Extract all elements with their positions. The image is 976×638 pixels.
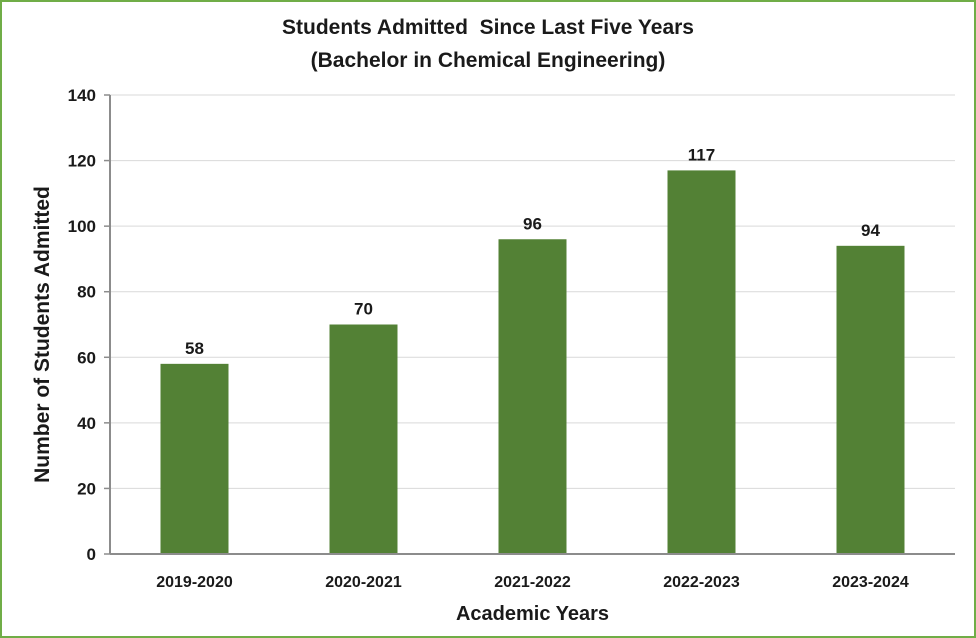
data-labels: 58 70 96 117 94 xyxy=(185,145,880,357)
bar xyxy=(836,245,905,555)
y-tick-label: 120 xyxy=(68,152,96,171)
bars xyxy=(160,170,905,555)
data-label: 117 xyxy=(688,145,715,164)
y-tick-label: 0 xyxy=(87,545,96,564)
x-axis-label: Academic Years xyxy=(456,603,609,625)
x-tick-label: 2022-2023 xyxy=(663,574,740,591)
bar xyxy=(329,324,398,554)
data-label: 96 xyxy=(523,214,542,233)
y-tick-label: 140 xyxy=(68,86,96,105)
bar xyxy=(498,239,567,554)
data-label: 70 xyxy=(354,300,373,319)
y-axis-label: Number of Students Admitted xyxy=(31,186,54,483)
y-tick-label: 20 xyxy=(77,479,96,498)
chart-subtitle: (Bachelor in Chemical Engineering) xyxy=(310,49,666,72)
data-label: 58 xyxy=(185,339,204,358)
x-tick-label: 2020-2021 xyxy=(325,574,402,591)
y-tick-label: 80 xyxy=(77,283,96,302)
y-tick-label: 100 xyxy=(68,217,96,236)
y-axis-ticks: 0 20 40 60 80 100 120 140 xyxy=(68,86,110,564)
y-tick-label: 60 xyxy=(77,348,96,367)
data-label: 94 xyxy=(861,221,880,240)
x-axis-categories: 2019-2020 2020-2021 2021-2022 2022-2023 2023… xyxy=(156,574,909,591)
bar xyxy=(160,363,229,554)
chart-title: Students Admitted Since Last Five Years xyxy=(282,16,694,39)
x-tick-label: 2023-2024 xyxy=(832,574,909,591)
bar xyxy=(667,170,736,554)
x-tick-label: 2021-2022 xyxy=(494,574,571,591)
y-tick-label: 40 xyxy=(77,414,96,433)
x-tick-label: 2019-2020 xyxy=(156,574,233,591)
